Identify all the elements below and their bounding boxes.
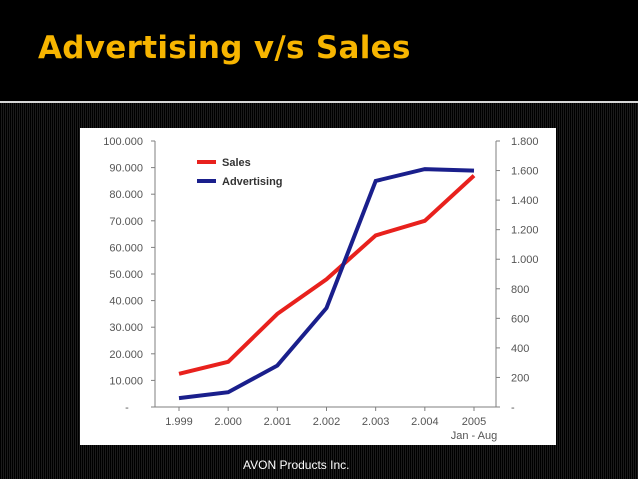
title-bar: Advertising v/s Sales: [0, 0, 638, 103]
left-tick-label: 20.000: [109, 349, 143, 361]
x-tick-label: 1.999: [165, 416, 193, 428]
left-tick-label: 40.000: [109, 296, 143, 308]
chart-panel: - 10.000 20.000 30.000 40.000 50.000 60.000 70.…: [80, 128, 556, 445]
right-tick-label: 1.000: [511, 254, 539, 266]
left-tick-label: 80.000: [109, 189, 143, 201]
chart: - 10.000 20.000 30.000 40.000 50.000 60.000 70.…: [103, 136, 539, 442]
x-tick-label: 2.003: [362, 416, 390, 428]
right-tick-label: 200: [511, 372, 529, 384]
x-tick-label: 2005: [462, 416, 486, 428]
caption: AVON Products Inc.: [243, 458, 350, 472]
left-tick-label: 70.000: [109, 216, 143, 228]
x-tick-label: 2.002: [313, 416, 341, 428]
left-tick-label: 100.000: [103, 136, 143, 148]
legend-label-sales: Sales: [222, 157, 251, 169]
left-tick-label: 60.000: [109, 242, 143, 254]
x-tick-sublabel: Jan - Aug: [451, 430, 497, 442]
left-tick-label: 30.000: [109, 322, 143, 334]
right-tick-label: 1.200: [511, 225, 539, 237]
series-line-advertising: [178, 167, 475, 401]
x-axis-ticks: 1.999 2.000 2.001 2.002 2.003 2.004 2005 Jan - …: [165, 407, 497, 442]
right-tick-label: 400: [511, 343, 529, 355]
left-tick-label: 90.000: [109, 163, 143, 175]
right-tick-label: 1.400: [511, 195, 539, 207]
right-tick-label: 800: [511, 284, 529, 296]
series-line-sales: [178, 174, 476, 376]
right-axis-ticks: - 200 400 600 800 1.000 1.200 1.400 1.600 1.800: [496, 136, 539, 414]
right-tick-label: 1.600: [511, 166, 539, 178]
x-tick-label: 2.004: [411, 416, 439, 428]
left-tick-label: 50.000: [109, 269, 143, 281]
right-tick-label: -: [511, 402, 515, 414]
legend-label-advertising: Advertising: [222, 176, 283, 188]
slide-title: Advertising v/s Sales: [38, 30, 411, 66]
legend: Sales Advertising: [197, 157, 283, 188]
x-tick-label: 2.000: [214, 416, 242, 428]
x-tick-label: 2.001: [264, 416, 292, 428]
left-axis-ticks: - 10.000 20.000 30.000 40.000 50.000 60.000 70.…: [103, 136, 155, 414]
left-tick-label: 10.000: [109, 375, 143, 387]
right-tick-label: 600: [511, 313, 529, 325]
series-lines: [178, 167, 476, 401]
right-tick-label: 1.800: [511, 136, 539, 148]
left-tick-label: -: [125, 402, 129, 414]
